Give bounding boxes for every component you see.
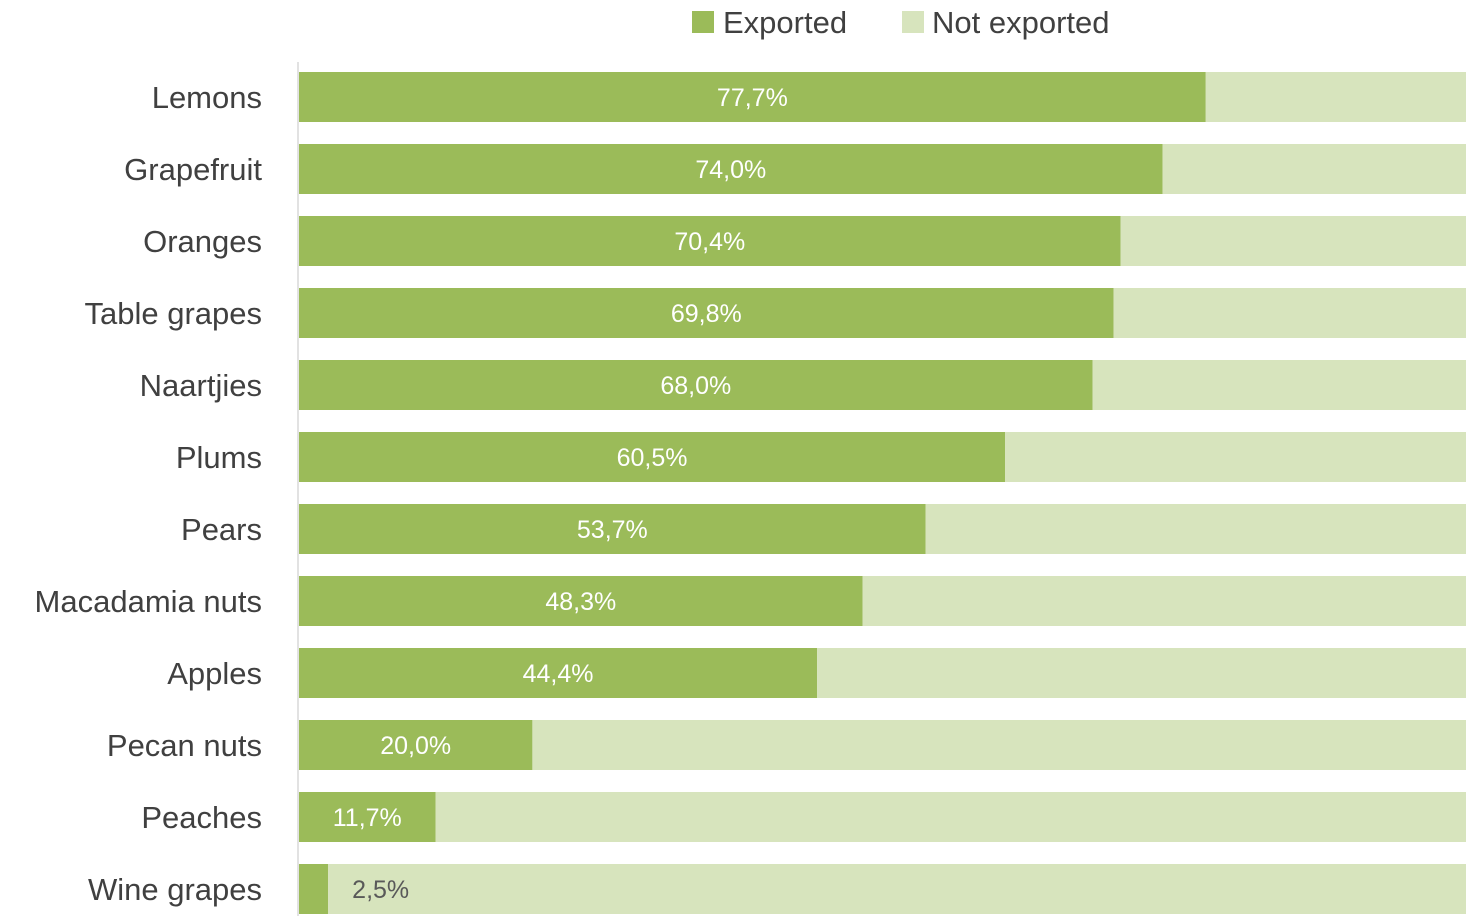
legend: Exported Not exported (692, 5, 1110, 40)
bar-not-exported-oranges (1120, 216, 1466, 266)
category-label-pecan-nuts: Pecan nuts (107, 728, 262, 763)
category-label-oranges: Oranges (143, 224, 262, 259)
bar-exported-apples (299, 648, 818, 698)
legend-swatch-exported (692, 11, 714, 33)
data-label-oranges: 70,4% (674, 228, 745, 256)
category-label-wine-grapes: Wine grapes (88, 872, 262, 907)
category-label-peaches: Peaches (141, 800, 262, 835)
legend-label-exported: Exported (723, 5, 847, 40)
category-label-lemons: Lemons (152, 80, 262, 115)
category-labels: Lemons Grapefruit Oranges Table grapes Naart… (35, 80, 263, 907)
bar-exported-grapefruit (299, 144, 1163, 194)
data-label-apples: 44,4% (523, 660, 594, 688)
data-label-peaches: 11,7% (333, 804, 402, 832)
legend-swatch-not-exported (902, 11, 924, 33)
bar-exported-pears (299, 504, 926, 554)
bar-not-exported-macadamia-nuts (862, 576, 1466, 626)
data-label-lemons: 77,7% (717, 84, 788, 112)
legend-label-not-exported: Not exported (932, 5, 1110, 40)
bar-not-exported-pears (925, 504, 1466, 554)
bar-not-exported-pecan-nuts (532, 720, 1466, 770)
bar-exported-wine-grapes (299, 864, 329, 914)
bar-not-exported-plums (1005, 432, 1466, 482)
data-labels: 77,7% 74,0% 70,4% 69,8% 68,0% 60,5% 53,7% 48,3%… (333, 84, 788, 904)
bars-group (299, 72, 1466, 914)
data-label-wine-grapes: 2,5% (352, 876, 409, 904)
bar-not-exported-grapefruit (1162, 144, 1466, 194)
bar-not-exported-peaches (435, 792, 1466, 842)
category-label-naartjies: Naartjies (140, 368, 262, 403)
category-label-plums: Plums (176, 440, 262, 475)
data-label-table-grapes: 69,8% (671, 300, 742, 328)
bar-not-exported-lemons (1205, 72, 1466, 122)
bar-exported-peaches (299, 792, 436, 842)
bar-exported-plums (299, 432, 1006, 482)
data-label-naartjies: 68,0% (660, 372, 731, 400)
bar-exported-pecan-nuts (299, 720, 533, 770)
data-label-pears: 53,7% (577, 516, 648, 544)
bar-exported-oranges (299, 216, 1121, 266)
bar-not-exported-apples (817, 648, 1466, 698)
category-label-macadamia-nuts: Macadamia nuts (35, 584, 262, 619)
category-label-pears: Pears (181, 512, 262, 547)
data-label-plums: 60,5% (617, 444, 688, 472)
data-label-grapefruit: 74,0% (695, 156, 766, 184)
bar-not-exported-wine-grapes (328, 864, 1466, 914)
category-label-table-grapes: Table grapes (84, 296, 262, 331)
data-label-pecan-nuts: 20,0% (380, 732, 451, 760)
category-label-apples: Apples (167, 656, 262, 691)
bar-exported-macadamia-nuts (299, 576, 863, 626)
bar-not-exported-naartjies (1092, 360, 1466, 410)
category-label-grapefruit: Grapefruit (124, 152, 262, 187)
bar-exported-lemons (299, 72, 1206, 122)
bar-not-exported-table-grapes (1113, 288, 1466, 338)
bar-exported-naartjies (299, 360, 1093, 410)
bar-exported-table-grapes (299, 288, 1114, 338)
data-label-macadamia-nuts: 48,3% (545, 588, 616, 616)
